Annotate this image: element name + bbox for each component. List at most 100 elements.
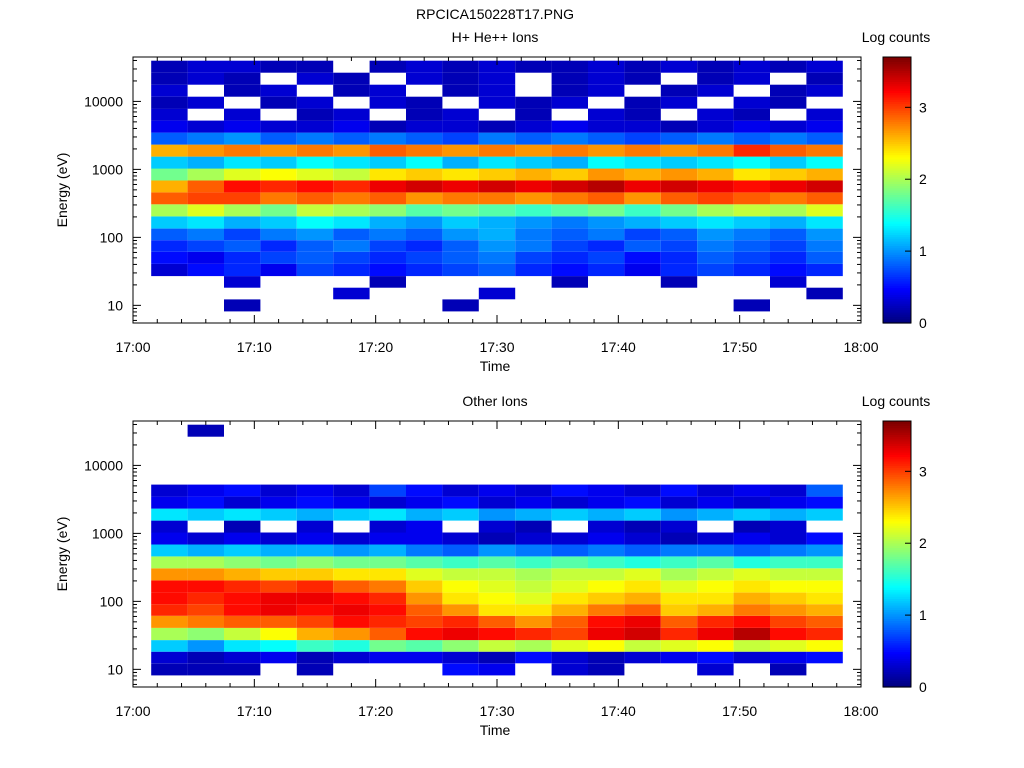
heatmap-cell <box>660 180 698 193</box>
heatmap-cell <box>406 60 443 73</box>
heatmap-cell <box>224 532 261 545</box>
heatmap-cell <box>624 508 661 521</box>
heatmap-cell <box>406 628 443 641</box>
panel-title: Other Ions <box>462 393 527 409</box>
colorbar-segment <box>883 667 911 670</box>
heatmap-cell <box>588 556 625 569</box>
colorbar-segment <box>883 571 911 575</box>
heatmap-cell <box>770 604 807 616</box>
heatmap-cell <box>296 240 334 252</box>
heatmap-cell <box>406 508 443 521</box>
heatmap-cell <box>442 532 479 545</box>
heatmap-cell <box>224 276 261 288</box>
colorbar-segment <box>883 633 911 637</box>
heatmap-cell <box>515 651 552 664</box>
heatmap-cell <box>406 251 443 264</box>
colorbar-segment <box>883 423 911 427</box>
heatmap-cell <box>588 216 625 229</box>
colorbar-segment <box>883 445 911 449</box>
colorbar-segment <box>883 172 911 176</box>
heatmap-cell <box>588 615 625 628</box>
heatmap-cell <box>224 168 261 181</box>
heatmap-cell <box>187 156 224 169</box>
heatmap-cell <box>588 651 625 664</box>
colorbar-segment <box>883 79 911 82</box>
y-tick-label: 100 <box>100 593 124 609</box>
heatmap-cell <box>624 96 661 109</box>
heatmap-cell <box>478 556 516 569</box>
colorbar-segment <box>883 434 911 438</box>
heatmap-cell <box>515 628 552 641</box>
heatmap-cell <box>733 132 770 145</box>
heatmap-cell <box>369 84 406 97</box>
heatmap-cell <box>588 228 625 241</box>
heatmap-cell <box>588 520 625 533</box>
heatmap-cell <box>515 168 552 181</box>
heatmap-cell <box>697 628 734 641</box>
heatmap-cell <box>406 484 443 497</box>
colorbar-segment <box>883 507 911 511</box>
heatmap-cell <box>224 72 261 85</box>
heatmap-cell <box>333 568 370 581</box>
heatmap-cell <box>406 228 443 241</box>
heatmap-cell <box>660 156 698 169</box>
colorbar-segment <box>883 178 911 182</box>
colorbar-segment <box>883 258 911 262</box>
colorbar-segment <box>883 183 911 187</box>
colorbar-segment <box>883 618 911 622</box>
colorbar-segment <box>883 176 911 180</box>
heatmap-cell <box>224 604 261 616</box>
heatmap-cell <box>697 484 734 497</box>
heatmap-cell <box>551 192 588 205</box>
heatmap-cell <box>333 132 370 145</box>
heatmap-cell <box>333 240 370 252</box>
heatmap-cell <box>260 84 297 97</box>
heatmap-cell <box>588 508 625 521</box>
colorbar-segment <box>883 107 911 111</box>
colorbar-tick-label: 2 <box>919 535 927 551</box>
heatmap-cell <box>151 580 188 593</box>
heatmap-cell <box>515 240 552 252</box>
colorbar-segment <box>883 562 911 566</box>
heatmap-cell <box>151 120 188 133</box>
heatmap-cell <box>660 192 698 205</box>
heatmap-cell <box>260 216 297 229</box>
heatmap-cell <box>369 120 406 133</box>
heatmap-cell <box>478 251 516 264</box>
colorbar-segment <box>883 296 911 300</box>
colorbar-segment <box>883 580 911 584</box>
heatmap-cell <box>770 251 807 264</box>
heatmap-cell <box>442 264 479 277</box>
heatmap-cell <box>260 532 297 545</box>
colorbar-segment <box>883 604 911 608</box>
colorbar-segment <box>883 263 911 266</box>
colorbar-segment <box>883 644 911 648</box>
heatmap-cell <box>697 120 734 133</box>
heatmap-cell <box>151 508 188 521</box>
heatmap-cell <box>333 144 370 157</box>
heatmap-cell <box>770 216 807 229</box>
heatmap-cell <box>151 108 188 121</box>
colorbar-segment <box>883 494 911 497</box>
colorbar-tick-label: 0 <box>919 679 927 695</box>
heatmap-cell <box>369 615 406 628</box>
colorbar-segment <box>883 298 911 302</box>
heatmap-cell <box>296 592 334 605</box>
heatmap-cell <box>806 264 843 277</box>
colorbar-segment <box>883 65 911 69</box>
colorbar-segment <box>883 425 911 429</box>
heatmap-cell <box>224 663 261 676</box>
heatmap-cell <box>478 592 516 605</box>
heatmap-cell <box>551 240 588 252</box>
heatmap-cell <box>697 251 734 264</box>
heatmap-cell <box>588 496 625 509</box>
heatmap-cell <box>442 651 479 664</box>
heatmap-cell <box>406 520 443 533</box>
colorbar-segment <box>883 205 911 209</box>
heatmap-cell <box>624 264 661 277</box>
heatmap-cell <box>515 496 552 509</box>
heatmap-cell <box>515 615 552 628</box>
colorbar-segment <box>883 660 911 664</box>
colorbar-segment <box>883 505 911 509</box>
heatmap-cell <box>406 496 443 509</box>
